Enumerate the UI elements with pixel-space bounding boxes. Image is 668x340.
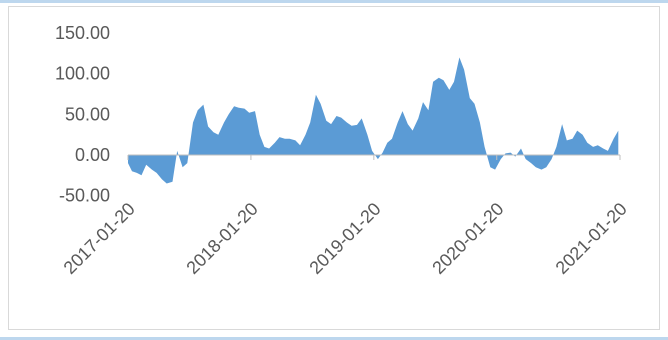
y-tick-label: 100.00 [55,64,110,84]
x-tick-label: 2021-01-20 [552,199,631,278]
bottom-rule [0,337,668,340]
y-tick-label: 0.00 [75,145,110,165]
y-tick-label: 50.00 [65,104,110,124]
chart-border [8,6,660,330]
y-tick-label: 150.00 [55,23,110,43]
area-series [128,57,619,184]
x-tick-label: 2017-01-20 [60,199,139,278]
x-tick-label: 2018-01-20 [182,199,261,278]
x-tick-label: 2019-01-20 [305,199,384,278]
x-tick-label: 2020-01-20 [428,199,507,278]
y-tick-label: -50.00 [59,186,110,206]
top-rule [0,0,668,3]
